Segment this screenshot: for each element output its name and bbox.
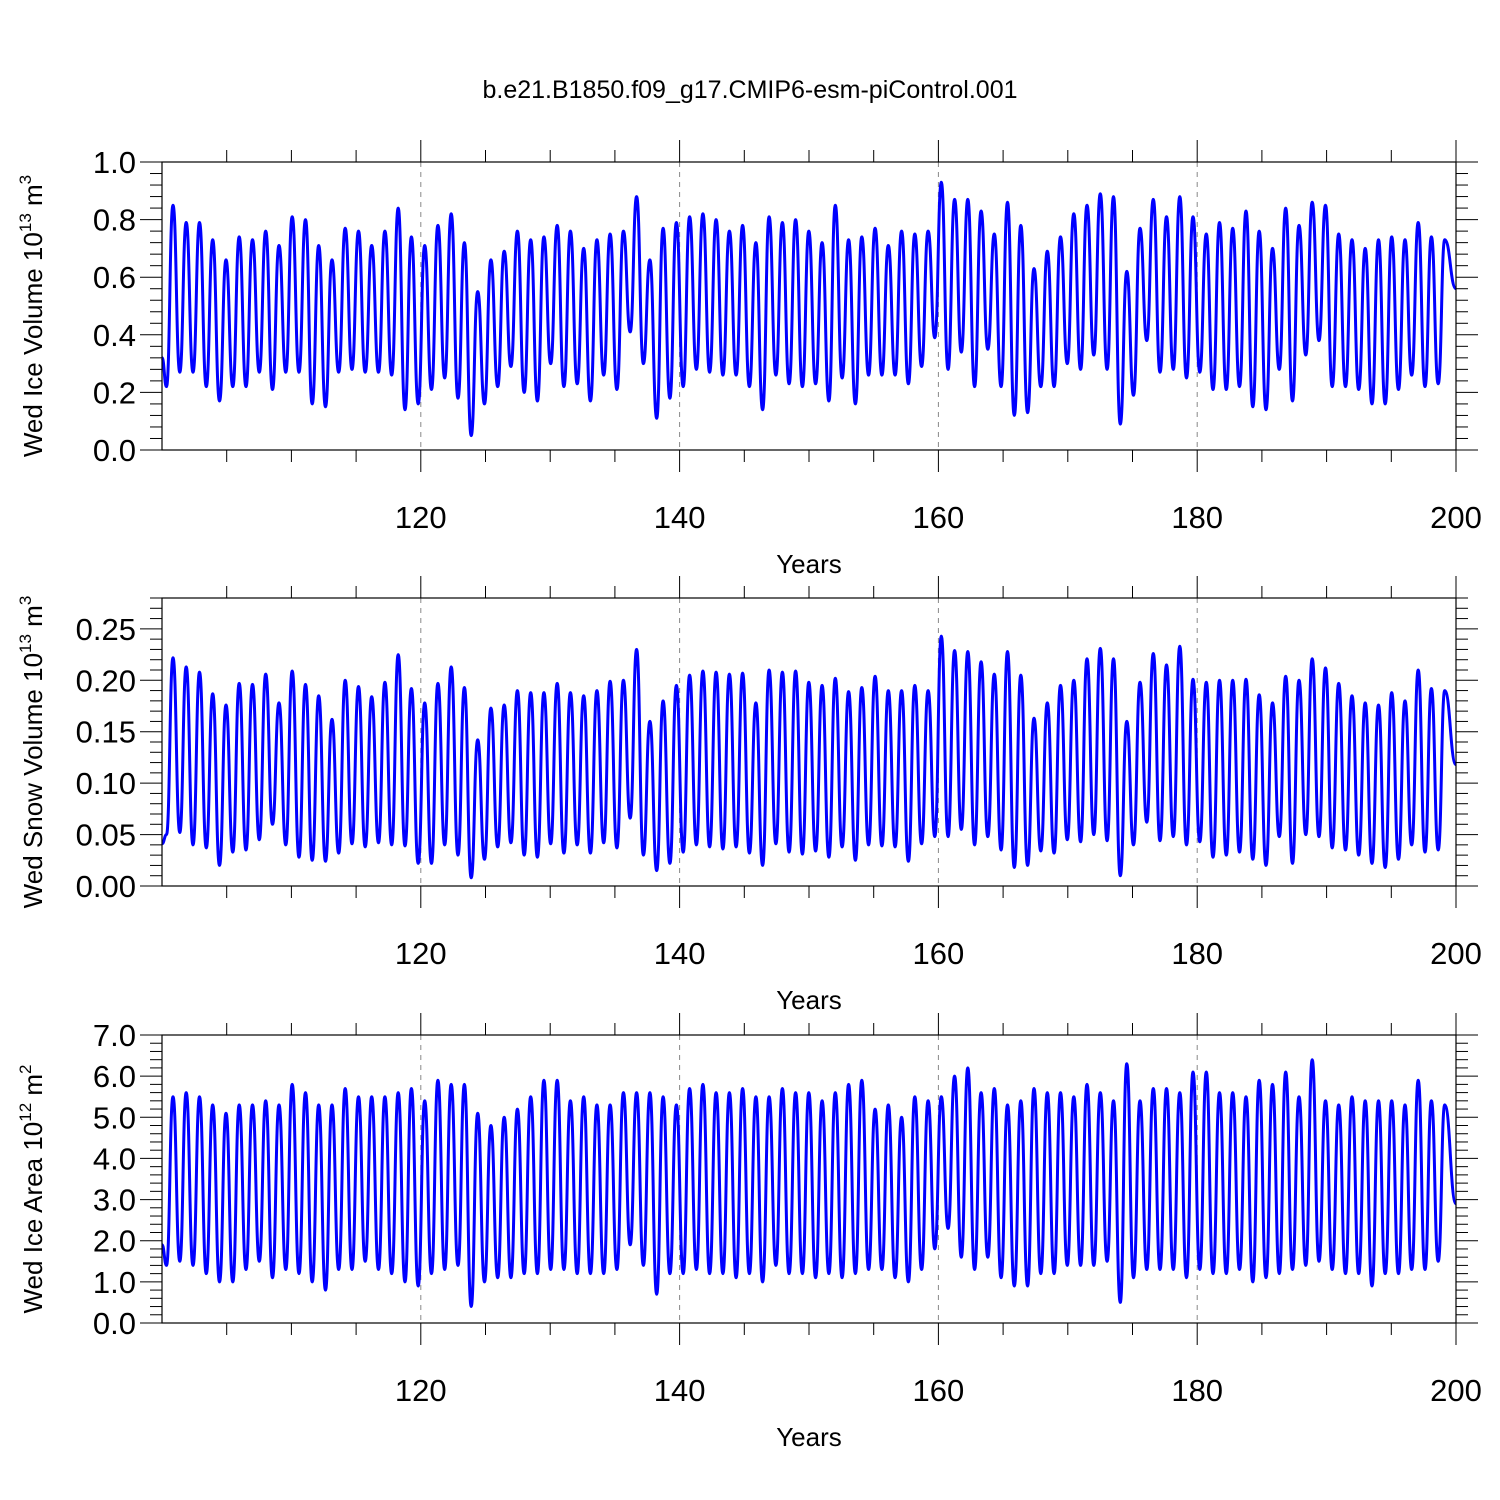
y-tick-label: 4.0 [93, 1141, 136, 1176]
y-label-superscript: 3 [16, 175, 35, 184]
y-tick-label: 0.15 [76, 715, 136, 750]
x-tick-label: 200 [1430, 500, 1482, 535]
y-tick-label: 2.0 [93, 1224, 136, 1259]
series-line [161, 634, 1458, 880]
y-label-part: Wed Ice Area 10 [18, 1122, 48, 1314]
y-tick-label: 0.20 [76, 663, 136, 698]
y-tick-label: 1.0 [93, 1265, 136, 1300]
figure-title: b.e21.B1850.f09_g17.CMIP6-esm-piControl.… [482, 76, 1017, 104]
x-tick-label: 120 [395, 936, 447, 971]
x-tick-label: 180 [1171, 1373, 1223, 1408]
y-tick-label: 7.0 [93, 1018, 136, 1053]
y-label-superscript: 12 [16, 1103, 35, 1122]
y-tick-label: 0.0 [93, 1306, 136, 1341]
y-label-part: m [18, 605, 48, 634]
y-tick-label: 0.10 [76, 766, 136, 801]
x-axis-label: Years [776, 1422, 842, 1452]
x-tick-label: 160 [913, 936, 965, 971]
y-tick-label: 0.00 [76, 869, 136, 904]
panel-2: 120 140 160 180 200 Years 0.00 0.05 0.10 0.15 0.20… [16, 576, 1482, 1015]
x-tick-label: 140 [654, 936, 706, 971]
y-label-part: m [18, 184, 48, 213]
y-tick-label: 0.0 [93, 433, 136, 468]
y-label-superscript: 13 [16, 213, 35, 232]
panels: 120 140 160 180 200 Years 0.0 0.2 0.4 0.6 0.8 1.0 We… [16, 140, 1482, 1452]
y-label-part: Wed Ice Volume 10 [18, 232, 48, 457]
y-axis-label: Wed Ice Volume 1013 m3 [16, 175, 48, 457]
x-tick-label: 200 [1430, 1373, 1482, 1408]
x-tick-label: 140 [654, 500, 706, 535]
y-tick-label: 0.2 [93, 375, 136, 410]
x-axis-label: Years [776, 549, 842, 579]
x-tick-label: 180 [1171, 936, 1223, 971]
x-tick-label: 160 [913, 500, 965, 535]
y-tick-label: 0.4 [93, 318, 136, 353]
series-line [160, 180, 1458, 438]
y-label-part: Wed Snow Volume 10 [18, 653, 48, 908]
x-tick-label: 200 [1430, 936, 1482, 971]
y-tick-label: 1.0 [93, 145, 136, 180]
y-axis-label: Wed Snow Volume 1013 m3 [16, 596, 48, 909]
x-tick-label: 160 [913, 1373, 965, 1408]
x-tick-label: 140 [654, 1373, 706, 1408]
y-label-superscript: 3 [16, 596, 35, 605]
x-tick-label: 120 [395, 500, 447, 535]
x-axis-label: Years [776, 985, 842, 1015]
y-label-part: m [18, 1074, 48, 1103]
panel-1: 120 140 160 180 200 Years 0.0 0.2 0.4 0.6 0.8 1.0 We… [16, 140, 1482, 579]
x-tick-label: 180 [1171, 500, 1223, 535]
y-tick-label: 0.25 [76, 612, 136, 647]
y-tick-label: 6.0 [93, 1059, 136, 1094]
y-tick-label: 0.8 [93, 203, 136, 238]
y-tick-label: 0.05 [76, 818, 136, 853]
x-tick-label: 120 [395, 1373, 447, 1408]
y-tick-label: 3.0 [93, 1183, 136, 1218]
y-tick-label: 5.0 [93, 1100, 136, 1135]
series-line [160, 1058, 1458, 1308]
panel-3: 120 140 160 180 200 Years 0.0 1.0 2.0 3.0 4.0 5.0 6.… [16, 1013, 1482, 1452]
y-axis-label: Wed Ice Area 1012 m2 [16, 1064, 48, 1313]
y-label-superscript: 13 [16, 634, 35, 653]
y-tick-label: 0.6 [93, 260, 136, 295]
y-label-superscript: 2 [16, 1064, 35, 1073]
